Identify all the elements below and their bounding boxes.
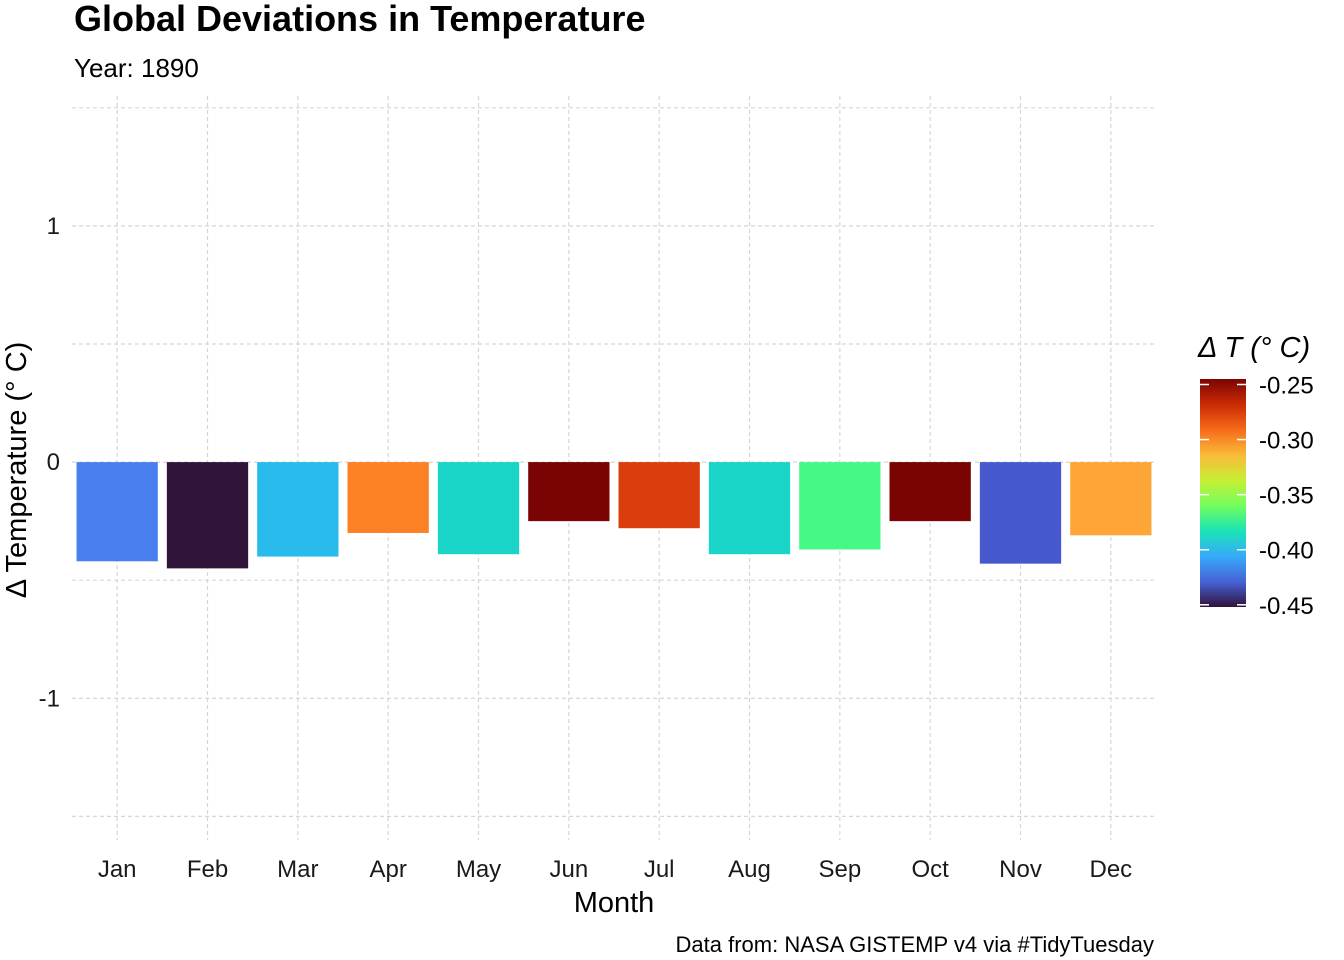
x-tick-label: Sep bbox=[818, 856, 861, 883]
x-axis-ticks: Jan Feb Mar Apr May Jun Jul Aug Sep Oct Nov Dec bbox=[98, 856, 1132, 883]
legend-tick-label: -0.30 bbox=[1259, 428, 1314, 455]
x-tick-label: Mar bbox=[277, 856, 318, 883]
legend-ticks: -0.25 -0.30 -0.35 -0.40 -0.45 bbox=[1200, 373, 1314, 620]
bar-feb bbox=[166, 462, 249, 569]
x-tick-label: Nov bbox=[999, 856, 1042, 883]
y-tick-label: 0 bbox=[47, 449, 60, 476]
legend-tick-label: -0.45 bbox=[1259, 593, 1314, 620]
bar-sep bbox=[799, 462, 881, 550]
y-axis-ticks: -1 0 1 bbox=[39, 213, 60, 712]
chart-title: Global Deviations in Temperature bbox=[74, 0, 645, 39]
chart-caption: Data from: NASA GISTEMP v4 via #TidyTues… bbox=[676, 932, 1154, 957]
x-tick-label: Jul bbox=[644, 856, 675, 883]
x-tick-label: Apr bbox=[369, 856, 406, 883]
legend-colorbar bbox=[1200, 379, 1246, 607]
bar-jun bbox=[528, 462, 610, 522]
x-tick-label: Aug bbox=[728, 856, 771, 883]
y-tick-label: 1 bbox=[47, 213, 60, 240]
x-tick-label: Feb bbox=[187, 856, 228, 883]
bar-jan bbox=[76, 462, 158, 562]
legend-title: Δ T (° C) bbox=[1197, 332, 1310, 364]
bar-mar bbox=[257, 462, 339, 557]
bar-aug bbox=[708, 462, 791, 555]
x-tick-label: Oct bbox=[911, 856, 949, 883]
bar-apr bbox=[347, 462, 429, 533]
y-axis-title: Δ Temperature (° C) bbox=[1, 342, 33, 599]
legend-tick-label: -0.35 bbox=[1259, 483, 1314, 510]
bar-jul bbox=[618, 462, 700, 529]
y-tick-label: -1 bbox=[39, 685, 60, 712]
legend-tick-label: -0.40 bbox=[1259, 538, 1314, 565]
x-tick-label: Dec bbox=[1089, 856, 1132, 883]
color-legend: Δ T (° C) -0.25 -0.30 -0.35 -0.40 -0.45 bbox=[1197, 332, 1314, 620]
bar-nov bbox=[979, 462, 1062, 564]
bar-oct bbox=[889, 462, 971, 522]
x-tick-label: Jan bbox=[98, 856, 137, 883]
bars bbox=[76, 462, 1152, 569]
bar-may bbox=[437, 462, 520, 555]
chart-subtitle: Year: 1890 bbox=[74, 53, 199, 83]
legend-tick-label: -0.25 bbox=[1259, 373, 1314, 400]
x-tick-label: May bbox=[456, 856, 501, 883]
bar-dec bbox=[1070, 462, 1152, 536]
x-axis-title: Month bbox=[574, 887, 655, 919]
x-tick-label: Jun bbox=[549, 856, 588, 883]
